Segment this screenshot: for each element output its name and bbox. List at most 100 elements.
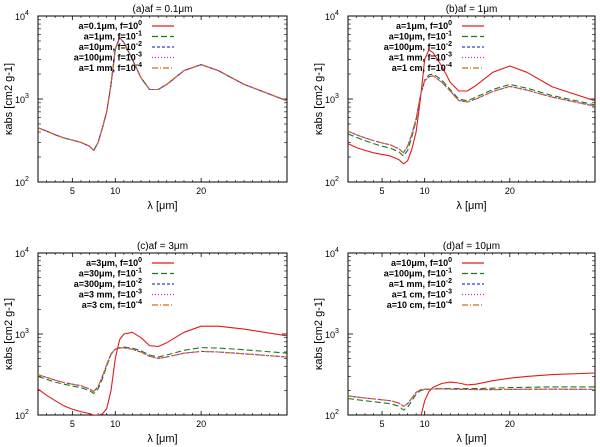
legend-exponent: 0 xyxy=(138,20,142,27)
y-tick-exponent: 4 xyxy=(335,10,339,17)
series-group xyxy=(38,325,287,415)
series-group xyxy=(348,372,595,415)
x-axis-label: λ [μm] xyxy=(147,200,177,212)
y-tick-label: 102 xyxy=(15,176,29,188)
y-tick-label: 104 xyxy=(15,247,29,259)
legend-entry-2: a=1 mm, f=10-2 xyxy=(389,278,452,289)
y-tick-label: 103 xyxy=(325,328,339,340)
chart-title: (a)af = 0.1μm xyxy=(133,4,193,15)
x-axis-label: λ [μm] xyxy=(456,433,486,445)
legend-exponent: -2 xyxy=(136,278,142,285)
y-axis-label: κabs [cm2 g-1] xyxy=(313,63,325,135)
y-tick-exponent: 3 xyxy=(335,328,339,335)
y-tick-exponent: 4 xyxy=(335,247,339,254)
legend-exponent: 0 xyxy=(138,257,142,264)
x-tick-label: 10 xyxy=(110,186,120,196)
y-tick-label: 103 xyxy=(15,328,29,340)
x-tick-label: 20 xyxy=(505,419,515,429)
legend-exponent: -1 xyxy=(136,31,142,38)
x-tick-label: 5 xyxy=(380,419,385,429)
legend-exponent: -1 xyxy=(446,31,452,38)
legend-entry-0: a=1μm, f=100 xyxy=(396,20,452,31)
y-tick-label: 102 xyxy=(325,176,339,188)
legend-exponent: 0 xyxy=(448,20,452,27)
legend-entry-2: a=10μm, f=10-2 xyxy=(79,41,142,52)
y-tick-label: 104 xyxy=(15,10,29,22)
legend-entry-1: a=30μm, f=10-1 xyxy=(79,268,142,279)
series-line-3 xyxy=(348,388,595,407)
legend-entry-1: a=100μm, f=10-1 xyxy=(384,268,452,279)
legend-exponent: -1 xyxy=(446,268,452,275)
series-line-2 xyxy=(348,75,595,154)
legend-entry-2: a=300μm, f=10-2 xyxy=(74,278,142,289)
legend-entry-3: a=1 mm, f=10-3 xyxy=(389,52,452,63)
x-tick-label: 10 xyxy=(110,419,120,429)
plot-frame xyxy=(37,252,288,416)
legend-entry-1: a=10μm, f=10-1 xyxy=(389,31,452,42)
legend-entry-0: a=10μm, f=100 xyxy=(391,257,452,268)
legend-entry-4: a=1 cm, f=10-4 xyxy=(392,62,452,73)
y-tick-label: 104 xyxy=(325,10,339,22)
legend-entry-3: a=1 cm, f=10-3 xyxy=(392,289,452,300)
y-tick-exponent: 2 xyxy=(25,176,29,183)
series-line-1 xyxy=(348,73,595,157)
y-tick-label: 104 xyxy=(325,247,339,259)
chart-title: (b)af = 1μm xyxy=(446,4,498,15)
legend-entry-3: a=3 mm, f=10-3 xyxy=(79,289,142,300)
y-axis-label: κabs [cm2 g-1] xyxy=(313,298,325,370)
chart-title: (d)af = 10μm xyxy=(443,241,500,252)
x-tick-label: 20 xyxy=(505,186,515,196)
legend-exponent: -3 xyxy=(446,289,452,296)
x-tick-label: 20 xyxy=(196,186,206,196)
y-tick-exponent: 4 xyxy=(25,247,29,254)
legend-exponent: -2 xyxy=(446,278,452,285)
y-tick-label: 102 xyxy=(15,409,29,421)
x-tick-label: 10 xyxy=(420,186,430,196)
y-tick-exponent: 3 xyxy=(25,93,29,100)
series-line-0 xyxy=(38,325,287,415)
legend-exponent: -4 xyxy=(446,299,452,306)
y-tick-label: 103 xyxy=(325,93,339,105)
x-tick-label: 10 xyxy=(420,419,430,429)
x-tick-label: 5 xyxy=(70,186,75,196)
series-line-0 xyxy=(420,372,595,415)
y-tick-label: 102 xyxy=(325,409,339,421)
series-line-2 xyxy=(348,388,595,407)
series-group xyxy=(348,49,595,165)
y-tick-exponent: 2 xyxy=(25,409,29,416)
series-line-4 xyxy=(348,75,595,154)
chart-title: (c)af = 3μm xyxy=(137,241,188,252)
legend-exponent: -4 xyxy=(446,62,452,69)
series-line-3 xyxy=(348,75,595,154)
series-group xyxy=(38,36,287,151)
y-tick-exponent: 2 xyxy=(335,409,339,416)
legend-entry-1: a=1μm, f=10-1 xyxy=(84,31,142,42)
legend-exponent: -4 xyxy=(136,299,142,306)
x-tick-label: 20 xyxy=(196,419,206,429)
legend-exponent: -2 xyxy=(446,41,452,48)
y-tick-exponent: 2 xyxy=(335,176,339,183)
legend-entry-2: a=100μm, f=10-2 xyxy=(384,41,452,52)
series-line-4 xyxy=(38,36,287,151)
x-tick-label: 5 xyxy=(70,419,75,429)
legend-exponent: -3 xyxy=(446,52,452,59)
x-tick-label: 5 xyxy=(380,186,385,196)
legend-entry-3: a=100μm, f=10-3 xyxy=(74,52,142,63)
series-line-1 xyxy=(348,386,595,411)
y-axis-label: κabs [cm2 g-1] xyxy=(3,298,15,370)
y-tick-exponent: 3 xyxy=(25,328,29,335)
legend-exponent: -3 xyxy=(136,52,142,59)
x-axis-label: λ [μm] xyxy=(456,200,486,212)
y-axis-label: κabs [cm2 g-1] xyxy=(3,63,15,135)
legend-exponent: 0 xyxy=(448,257,452,264)
legend-entry-0: a=3μm, f=100 xyxy=(86,257,142,268)
plot-frame xyxy=(37,15,288,183)
y-tick-exponent: 4 xyxy=(25,10,29,17)
y-tick-exponent: 3 xyxy=(335,93,339,100)
legend-exponent: -4 xyxy=(136,62,142,69)
legend-exponent: -2 xyxy=(136,41,142,48)
